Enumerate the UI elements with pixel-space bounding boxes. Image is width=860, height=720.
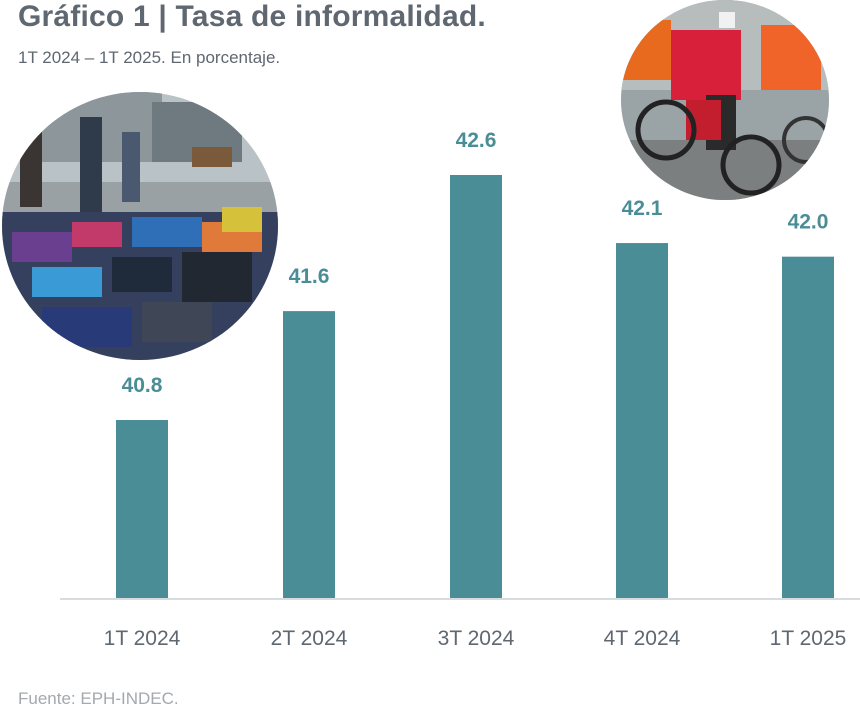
source-note: Fuente: EPH-INDEC. [18, 689, 179, 708]
x-tick-label-1: 1T 2024 [104, 627, 181, 650]
bar-4 [616, 243, 668, 599]
x-tick-label-5: 1T 2025 [770, 627, 847, 650]
chart-title: Gráfico 1 | Tasa de informalidad. [18, 0, 486, 33]
chart-subtitle: 1T 2024 – 1T 2025. En porcentaje. [18, 48, 281, 67]
street-market-photo [2, 92, 278, 360]
bar-3 [450, 175, 502, 598]
x-tick-label-3: 3T 2024 [438, 627, 515, 650]
value-labels-layer: 40.8 41.6 42.6 42.1 42.0 [122, 129, 829, 397]
value-label-2: 41.6 [289, 265, 330, 288]
value-label-4: 42.1 [622, 197, 663, 220]
delivery-riders-photo [621, 0, 829, 200]
tick-labels-layer: 1T 2024 2T 2024 3T 2024 4T 2024 1T 2025 [104, 627, 847, 650]
value-label-3: 42.6 [456, 129, 497, 152]
x-tick-label-2: 2T 2024 [271, 627, 348, 650]
value-label-1: 40.8 [122, 374, 163, 397]
bars-layer [116, 175, 834, 599]
bar-1 [116, 420, 168, 598]
value-label-5: 42.0 [788, 211, 829, 234]
x-tick-label-4: 4T 2024 [604, 627, 681, 650]
bar-2 [283, 311, 335, 598]
bar-5 [782, 256, 834, 598]
